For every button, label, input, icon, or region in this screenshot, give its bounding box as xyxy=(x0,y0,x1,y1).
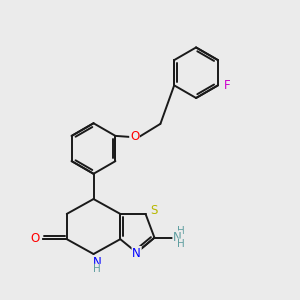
Text: N: N xyxy=(132,247,141,260)
Text: N: N xyxy=(173,231,182,244)
Text: N: N xyxy=(93,256,101,269)
Text: H: H xyxy=(93,265,101,275)
Text: H: H xyxy=(177,226,185,236)
Text: O: O xyxy=(30,232,39,245)
Text: F: F xyxy=(224,80,230,92)
Text: O: O xyxy=(130,130,139,143)
Text: S: S xyxy=(150,204,158,217)
Text: H: H xyxy=(177,239,185,249)
